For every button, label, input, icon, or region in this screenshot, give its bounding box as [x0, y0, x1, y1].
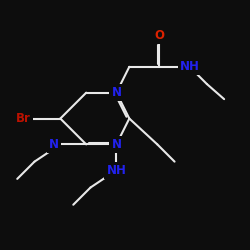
Text: N: N — [49, 138, 59, 151]
Text: N: N — [112, 138, 122, 151]
Text: NH: NH — [106, 164, 126, 177]
Text: O: O — [154, 29, 164, 42]
Text: Br: Br — [16, 112, 30, 125]
Text: N: N — [112, 86, 122, 99]
Text: NH: NH — [180, 60, 200, 73]
